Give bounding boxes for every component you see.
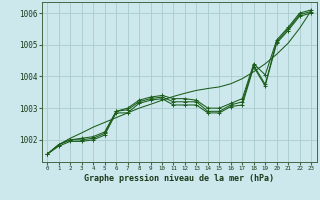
X-axis label: Graphe pression niveau de la mer (hPa): Graphe pression niveau de la mer (hPa): [84, 174, 274, 183]
